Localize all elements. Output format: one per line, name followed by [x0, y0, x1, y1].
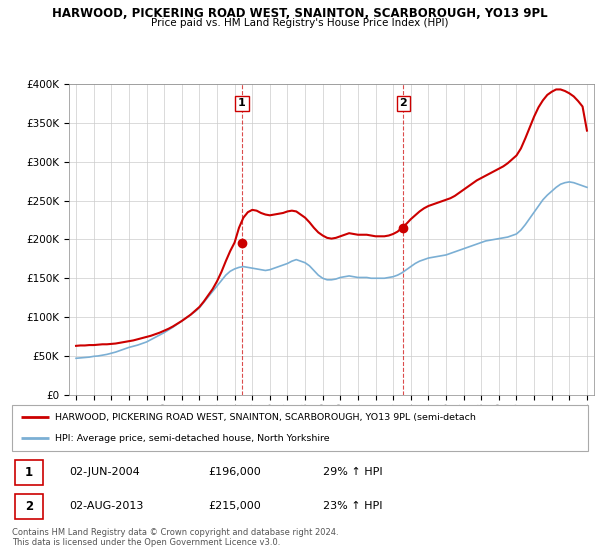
Text: 02-AUG-2013: 02-AUG-2013: [70, 501, 144, 511]
Text: £196,000: £196,000: [208, 467, 260, 477]
Text: 2: 2: [400, 99, 407, 109]
Text: HPI: Average price, semi-detached house, North Yorkshire: HPI: Average price, semi-detached house,…: [55, 434, 330, 443]
Text: HARWOOD, PICKERING ROAD WEST, SNAINTON, SCARBOROUGH, YO13 9PL (semi-detach: HARWOOD, PICKERING ROAD WEST, SNAINTON, …: [55, 413, 476, 422]
Bar: [15, 460, 43, 484]
Text: 1: 1: [238, 99, 246, 109]
Text: £215,000: £215,000: [208, 501, 260, 511]
Text: 1: 1: [25, 465, 33, 479]
Text: Contains HM Land Registry data © Crown copyright and database right 2024.
This d: Contains HM Land Registry data © Crown c…: [12, 528, 338, 547]
Text: Price paid vs. HM Land Registry's House Price Index (HPI): Price paid vs. HM Land Registry's House …: [151, 18, 449, 28]
Text: 2: 2: [25, 500, 33, 513]
Text: 23% ↑ HPI: 23% ↑ HPI: [323, 501, 383, 511]
Text: 02-JUN-2004: 02-JUN-2004: [70, 467, 140, 477]
Text: HARWOOD, PICKERING ROAD WEST, SNAINTON, SCARBOROUGH, YO13 9PL: HARWOOD, PICKERING ROAD WEST, SNAINTON, …: [52, 7, 548, 20]
Text: 29% ↑ HPI: 29% ↑ HPI: [323, 467, 383, 477]
Bar: [15, 494, 43, 519]
